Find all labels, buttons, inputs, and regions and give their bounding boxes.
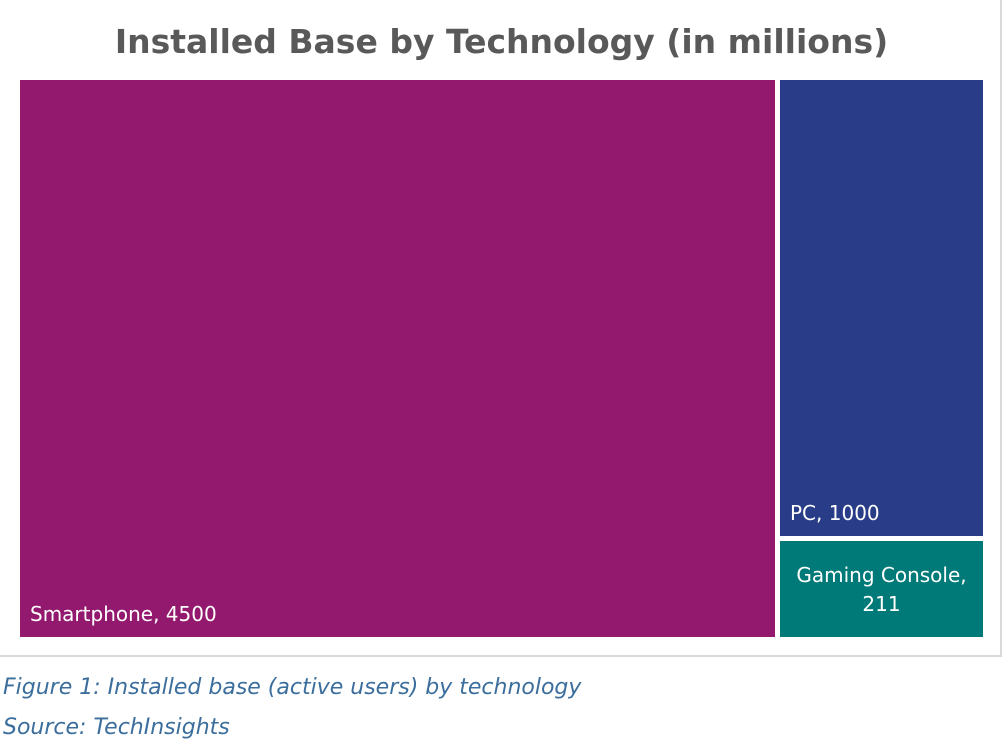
tile-label-smartphone: Smartphone, 4500	[30, 602, 217, 626]
tile-value-gaming-console: 211	[862, 592, 901, 616]
figure-caption: Figure 1: Installed base (active users) …	[3, 675, 582, 700]
tile-label-gaming-console: Gaming Console,	[796, 563, 967, 587]
chart-frame	[0, 0, 1002, 657]
tile-gaming-console: Gaming Console, 211	[780, 541, 983, 637]
tile-smartphone: Smartphone, 4500	[20, 80, 775, 637]
tile-label-pc: PC, 1000	[790, 501, 880, 525]
tile-pc: PC, 1000	[780, 80, 983, 536]
figure-source: Source: TechInsights	[3, 715, 230, 740]
chart-title: Installed Base by Technology (in million…	[114, 22, 889, 61]
